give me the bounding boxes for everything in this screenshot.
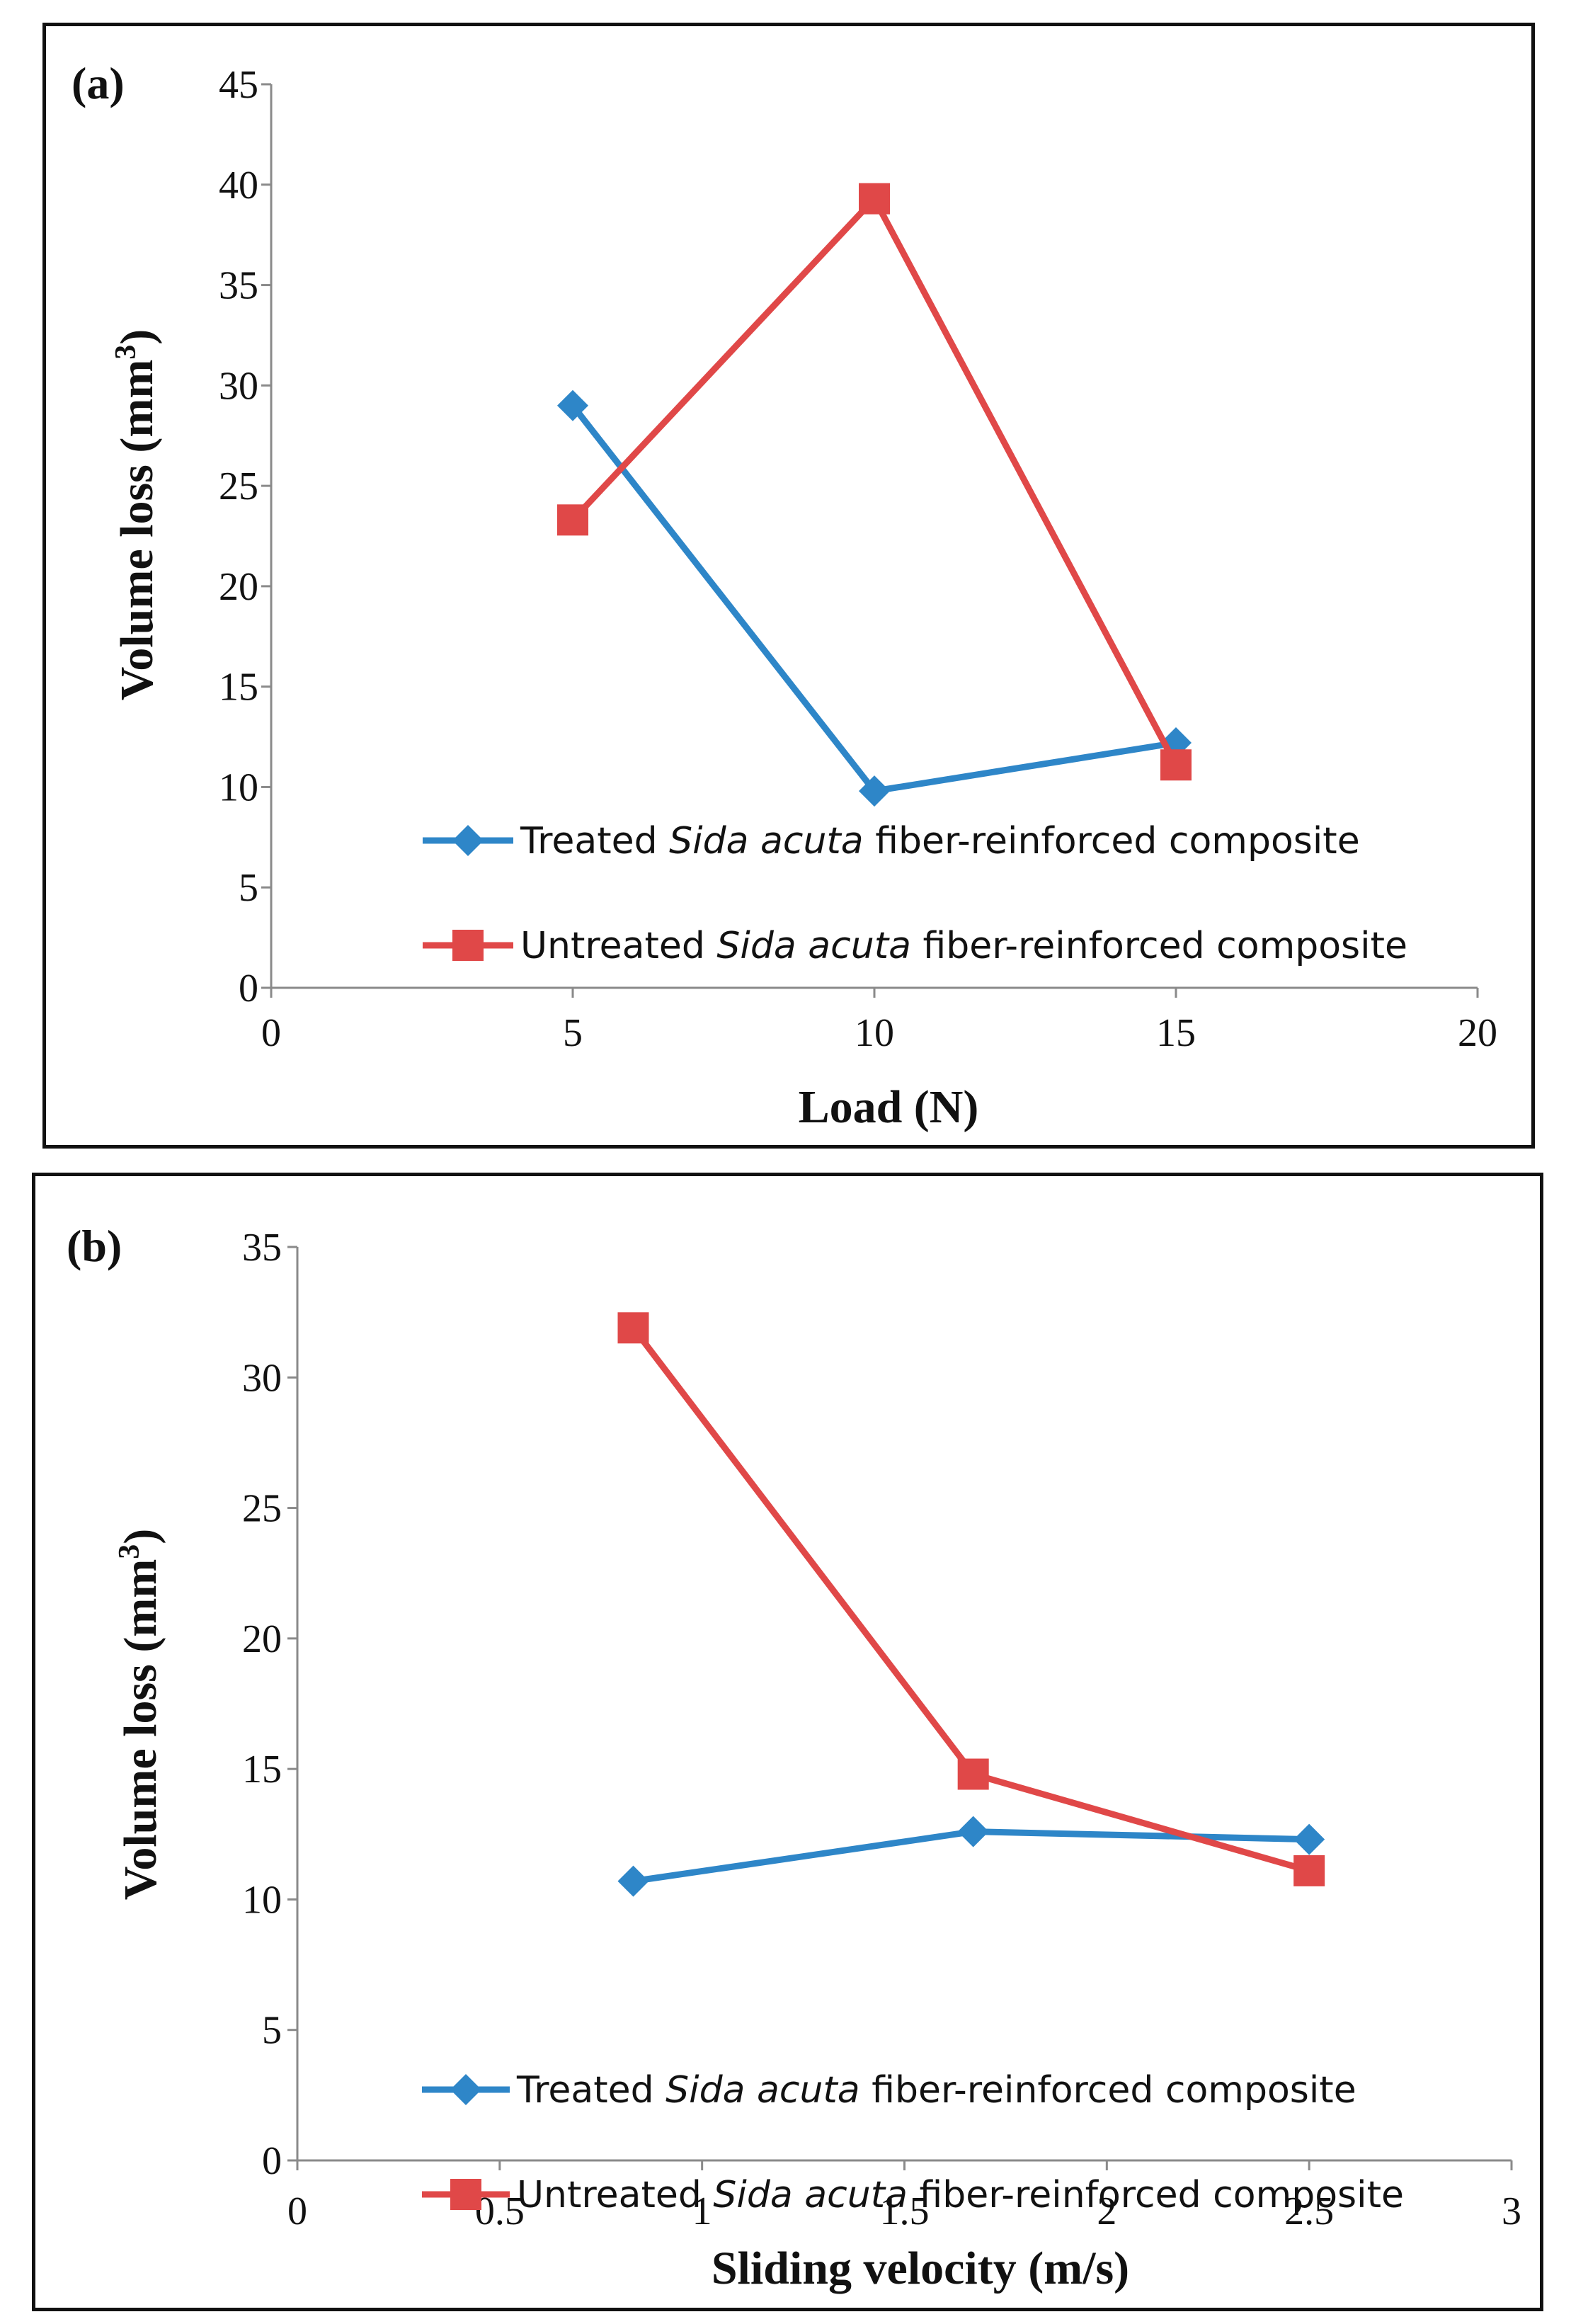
legend-item-treated: Treated Sida acuta fiber-reinforced comp… [422,2069,1356,2112]
chart-panel-b: (b) 0 5 10 15 20 25 30 35 0 0.5 1 1.5 2 2.5 3 Sliding ve… [32,1173,1543,2311]
data-point [1293,1823,1325,1855]
legend-label-post: fiber-reinforced composite [908,2174,1404,2216]
y-axis-title-superscript: 3 [110,345,142,360]
legend-label-pre: Untreated [517,2174,713,2216]
legend-item-treated: Treated Sida acuta fiber-reinforced comp… [423,820,1360,862]
y-axis-title-superscript: 3 [113,1544,146,1559]
data-point [1160,749,1192,781]
y-tick-label: 35 [219,264,258,308]
legend-label-italic: Sida acuta [716,925,911,967]
y-tick-label: 20 [242,1617,282,1661]
series-untreated [557,183,1192,781]
legend-swatch-marker [450,2074,481,2105]
y-tick-label: 25 [219,465,258,508]
data-point [957,1758,989,1790]
y-tick-label: 15 [242,1748,282,1792]
data-point [617,1865,649,1897]
legend-label-post: fiber-reinforced composite [864,820,1360,862]
legend-label: Untreated Sida acuta fiber-reinforced co… [520,925,1407,967]
y-axis-title-close: ) [111,329,163,345]
x-tick-label: 20 [1458,1011,1497,1055]
x-tick-label: 1 [692,2189,712,2233]
data-point [557,504,588,536]
y-tick-label: 25 [242,1487,282,1531]
series-treated [617,1816,1325,1897]
legend-label-post: fiber-reinforced composite [911,925,1407,967]
y-tick-label: 0 [239,967,258,1010]
legend-label-italic: Sida acuta [713,2174,908,2216]
legend-label-pre: Treated [520,820,669,862]
legend-label-italic: Sida acuta [669,820,864,862]
data-point [557,389,588,421]
panel-label: (b) [67,1221,122,1271]
x-tick-label: 2.5 [1284,2189,1334,2233]
legend-label: Treated Sida acuta fiber-reinforced comp… [520,820,1360,862]
y-tick-label: 40 [219,164,258,207]
y-axis-title: Volume loss (mm3) [113,1529,166,1901]
legend-label-pre: Treated [516,2069,665,2112]
y-tick-label: 10 [242,1878,282,1922]
data-point [617,1312,649,1344]
data-point [859,183,890,215]
legend-item-untreated: Untreated Sida acuta fiber-reinforced co… [422,2174,1404,2216]
data-point [1293,1855,1325,1886]
y-axis-title: Volume loss (mm3) [110,329,163,701]
legend-swatch-marker [450,2179,481,2210]
y-tick-label: 45 [219,63,258,107]
y-tick-label: 20 [219,565,258,609]
y-axis-title-close: ) [115,1529,166,1544]
panel-label: (a) [72,58,125,108]
legend-label-italic: Sida acuta [665,2069,860,2112]
legend-swatch-marker [452,825,484,856]
y-tick-label: 15 [219,666,258,710]
legend-label: Untreated Sida acuta fiber-reinforced co… [517,2174,1404,2216]
legend-label-pre: Untreated [520,925,716,967]
legend-label-post: fiber-reinforced composite [860,2069,1356,2112]
y-tick-label: 30 [219,364,258,408]
legend-label: Treated Sida acuta fiber-reinforced comp… [516,2069,1356,2112]
series-line [570,195,1179,767]
x-tick-label: 1.5 [880,2189,930,2233]
data-point [1160,727,1192,759]
y-tick-label: 35 [242,1226,282,1270]
data-point [957,1816,989,1847]
chart-a-svg: (a) 0 5 10 15 20 25 30 35 40 45 0 5 10 15 20 Load (N) Vol… [72,58,1497,1133]
legend-item-untreated: Untreated Sida acuta fiber-reinforced co… [423,925,1407,967]
series-treated [557,389,1192,807]
y-tick-label: 5 [239,866,258,910]
x-tick-label: 0 [261,1011,281,1055]
x-axis-title: Load (N) [799,1081,979,1133]
x-tick-label: 10 [855,1011,894,1055]
y-tick-label: 5 [262,2009,282,2053]
x-tick-label: 15 [1156,1011,1196,1055]
x-axis-title: Sliding velocity (m/s) [712,2243,1129,2294]
legend-swatch-marker [452,930,484,961]
y-tick-label: 10 [219,765,258,809]
x-tick-label: 2 [1097,2189,1116,2233]
y-tick-label: 0 [262,2139,282,2183]
x-tick-label: 5 [563,1011,583,1055]
series-untreated [617,1312,1325,1886]
y-axis-title-main: Volume loss (mm [111,360,163,701]
y-tick-label: 30 [242,1356,282,1400]
x-tick-label: 3 [1502,2189,1521,2233]
data-point [859,775,890,807]
y-axis-title-main: Volume loss (mm [115,1559,166,1901]
x-tick-label: 0 [287,2189,307,2233]
chart-panel-a: (a) 0 5 10 15 20 25 30 35 40 45 0 5 10 15 20 Load (N) Vol… [42,23,1535,1149]
